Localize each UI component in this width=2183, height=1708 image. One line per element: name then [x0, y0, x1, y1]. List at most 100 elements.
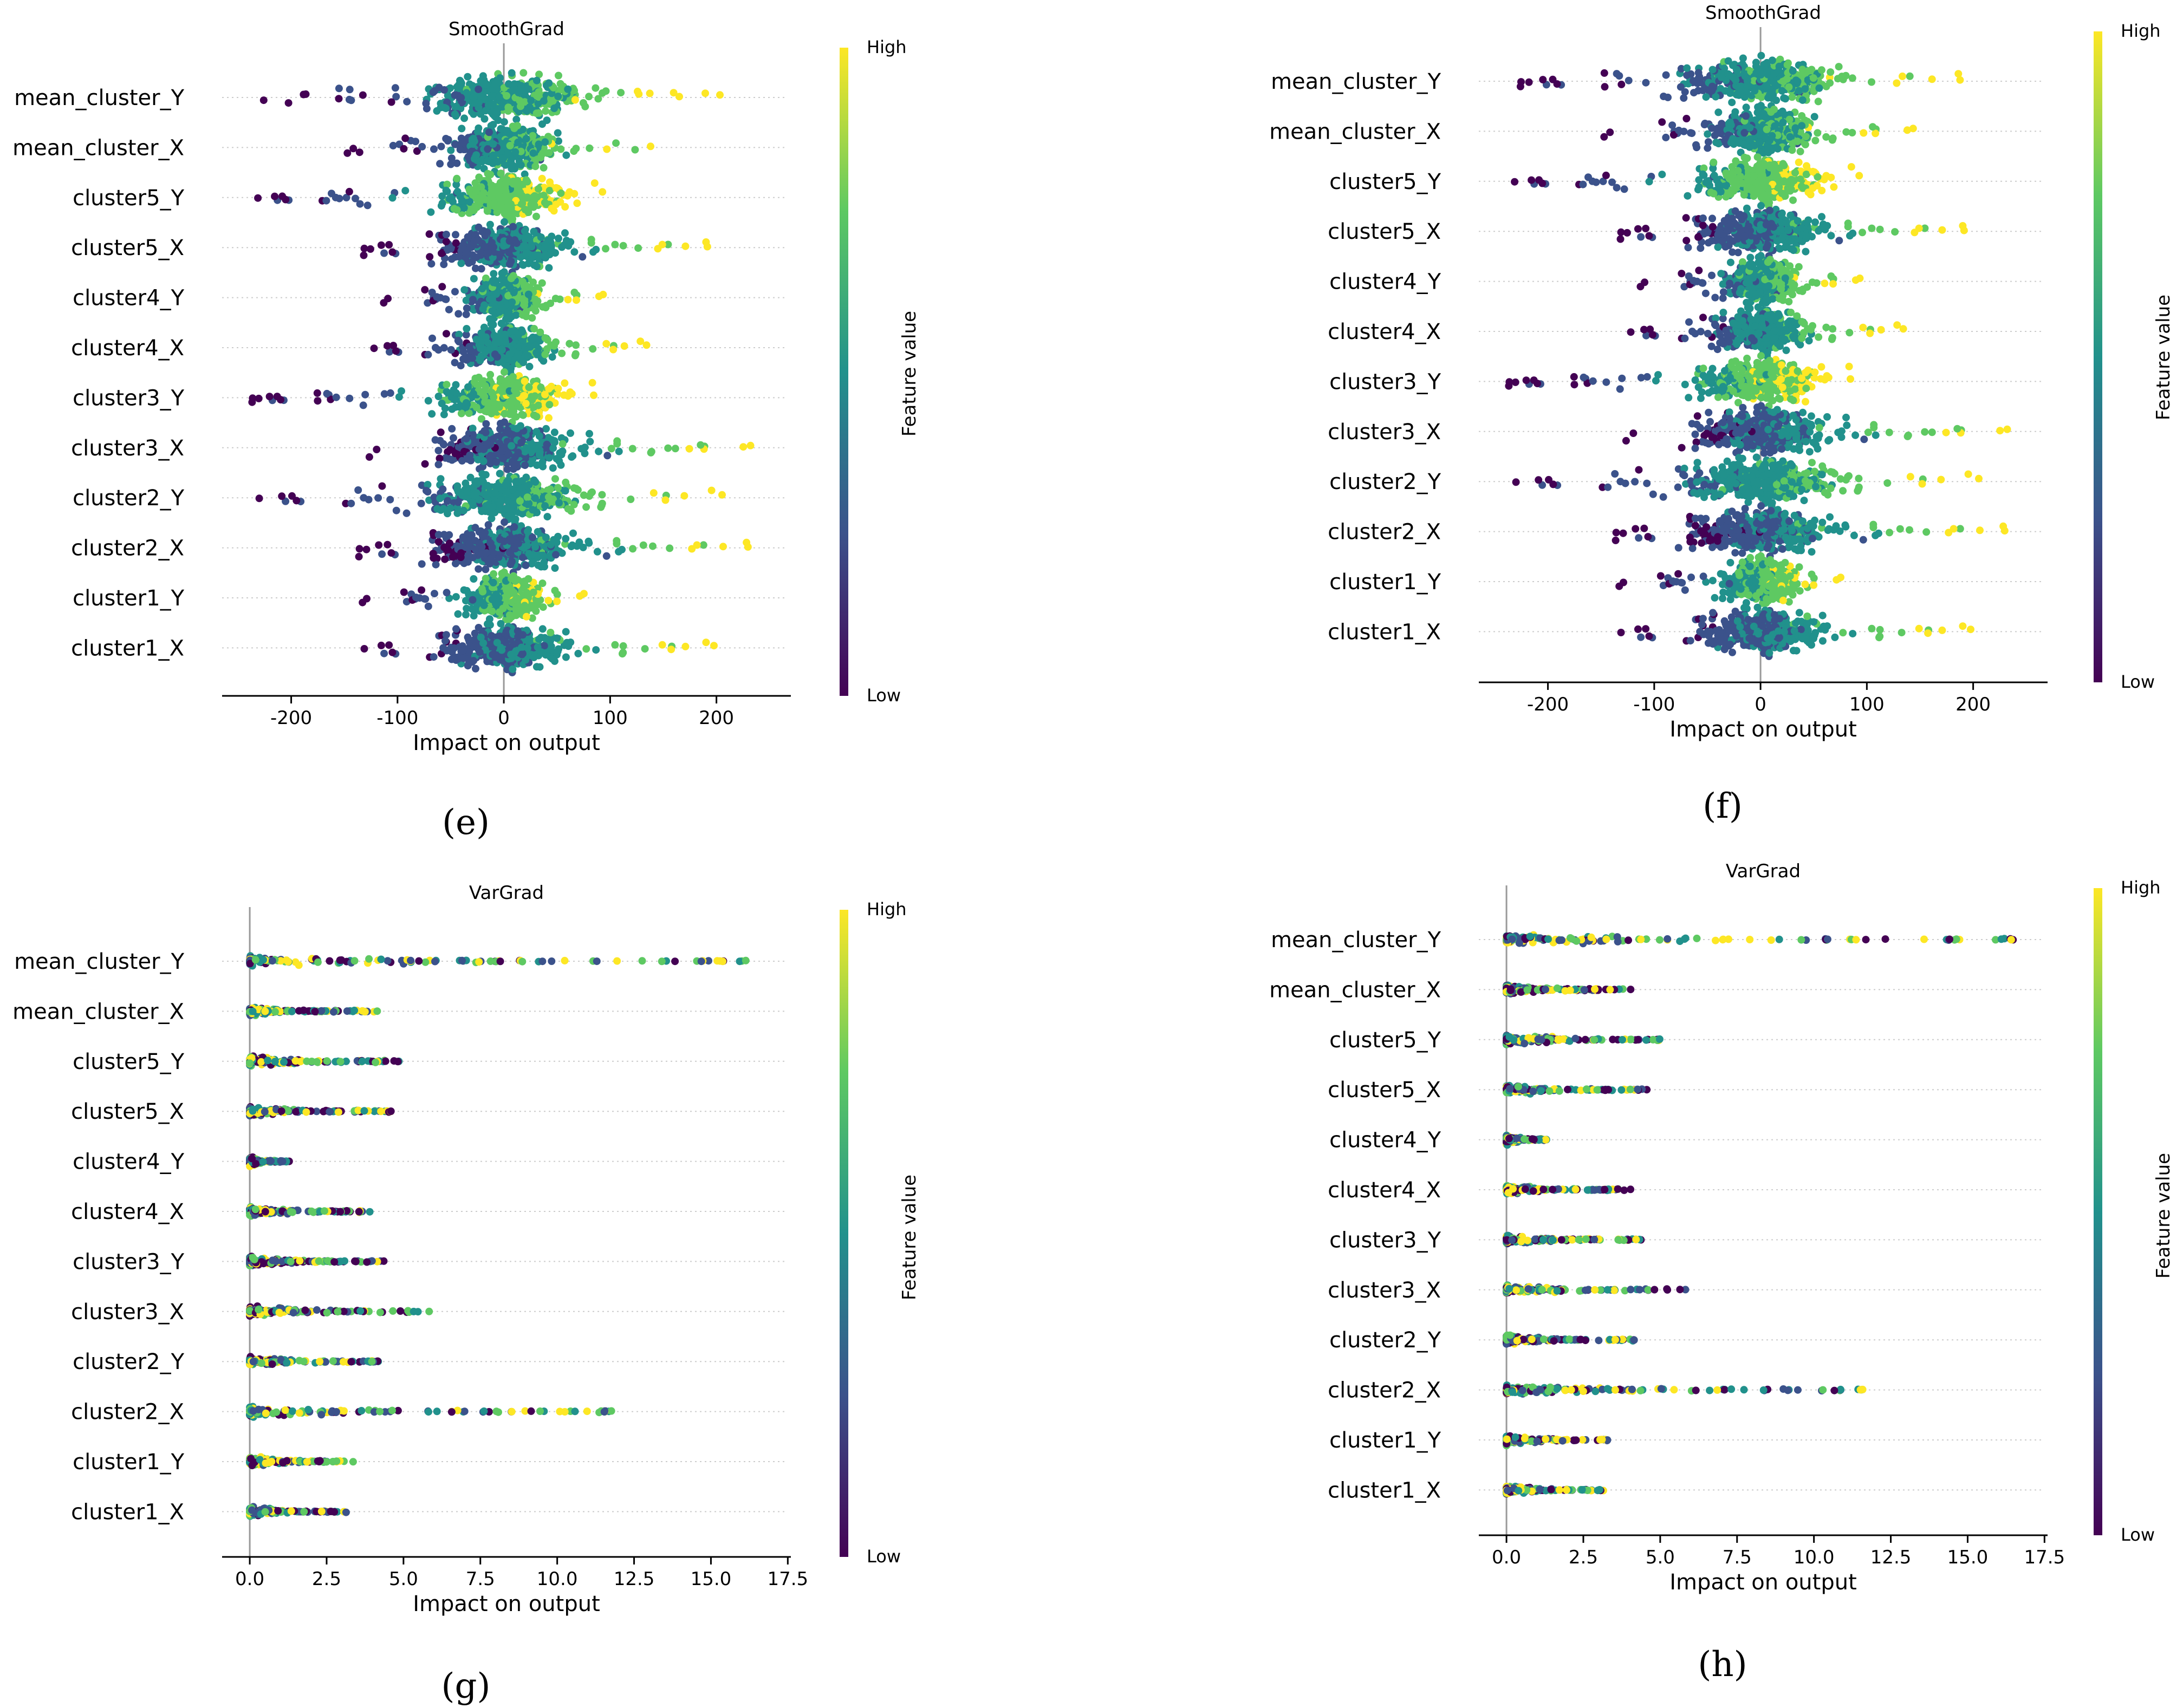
data-point: [502, 338, 509, 346]
data-point: [437, 142, 445, 151]
data-point: [446, 446, 454, 454]
feature-label: cluster3_X: [71, 436, 184, 461]
data-point: [716, 91, 724, 99]
data-point: [462, 403, 470, 411]
data-point: [680, 492, 688, 500]
data-point: [464, 383, 472, 391]
data-point: [477, 110, 485, 118]
data-point: [463, 89, 471, 97]
data-point: [448, 425, 456, 433]
data-point: [495, 338, 503, 347]
data-point: [524, 290, 532, 298]
data-point: [432, 344, 439, 351]
data-point: [535, 432, 543, 440]
data-point: [365, 453, 373, 461]
data-point: [412, 594, 420, 602]
data-point: [508, 442, 516, 450]
data-point: [431, 436, 439, 444]
data-point: [561, 229, 569, 237]
data-point: [457, 409, 465, 418]
feature-label: cluster5_X: [71, 236, 184, 260]
data-point: [249, 394, 257, 402]
data-point: [555, 71, 562, 80]
data-point: [470, 275, 478, 283]
data-point: [477, 183, 485, 191]
data-point: [490, 270, 498, 278]
data-point: [443, 330, 450, 338]
data-point: [545, 401, 554, 409]
data-point: [359, 91, 367, 99]
data-point: [521, 461, 529, 470]
data-point: [522, 612, 530, 621]
data-point: [525, 362, 534, 370]
data-point: [441, 295, 449, 303]
data-point: [427, 260, 436, 268]
data-point: [475, 496, 483, 504]
data-point: [460, 355, 469, 363]
data-point: [278, 492, 286, 500]
data-point: [588, 379, 596, 387]
data-point: [389, 141, 397, 149]
data-point: [480, 445, 488, 453]
data-point: [646, 89, 654, 97]
data-point: [271, 192, 279, 200]
data-point: [544, 597, 553, 604]
data-point: [424, 602, 432, 610]
data-point: [549, 464, 557, 472]
data-point: [490, 331, 498, 340]
data-point: [542, 107, 550, 115]
data-point: [541, 502, 549, 510]
data-point: [514, 448, 522, 457]
data-point: [470, 575, 478, 583]
data-point: [505, 350, 514, 358]
data-point: [447, 346, 455, 354]
data-point: [335, 84, 343, 93]
data-point: [504, 103, 512, 112]
data-point: [523, 493, 531, 501]
data-point: [486, 452, 495, 460]
data-point: [531, 162, 540, 171]
data-point: [537, 383, 545, 392]
data-point: [480, 301, 488, 309]
data-point: [489, 435, 497, 443]
data-point: [595, 447, 603, 455]
data-point: [457, 94, 465, 102]
data-point: [442, 105, 450, 113]
data-point: [743, 538, 751, 546]
data-point: [377, 241, 385, 249]
data-point: [619, 242, 627, 250]
feature-label: cluster2_Y: [73, 486, 184, 511]
data-point: [641, 645, 649, 653]
data-point: [574, 649, 582, 657]
data-point: [462, 253, 470, 261]
data-point: [598, 491, 606, 499]
data-point: [503, 488, 510, 496]
data-point: [434, 460, 443, 468]
data-point: [314, 397, 322, 405]
data-point: [466, 473, 475, 481]
data-point: [428, 410, 436, 418]
data-point: [360, 494, 368, 502]
data-point: [658, 240, 666, 249]
data-point: [469, 553, 477, 562]
data-point: [430, 653, 438, 661]
data-point: [440, 441, 448, 449]
data-point: [594, 95, 602, 103]
data-point: [502, 188, 510, 196]
data-point: [510, 80, 518, 88]
data-point: [480, 393, 489, 401]
data-point: [499, 304, 507, 312]
data-point: [567, 429, 574, 437]
data-point: [551, 586, 559, 595]
data-point: [617, 89, 625, 97]
data-point: [545, 251, 554, 258]
data-point: [498, 346, 506, 354]
data-point: [649, 542, 657, 550]
data-point: [524, 351, 532, 360]
data-point: [438, 249, 445, 257]
data-point: [507, 200, 515, 208]
data-point: [509, 223, 517, 231]
data-point: [481, 382, 489, 390]
data-point: [642, 341, 651, 349]
data-point: [746, 441, 755, 449]
